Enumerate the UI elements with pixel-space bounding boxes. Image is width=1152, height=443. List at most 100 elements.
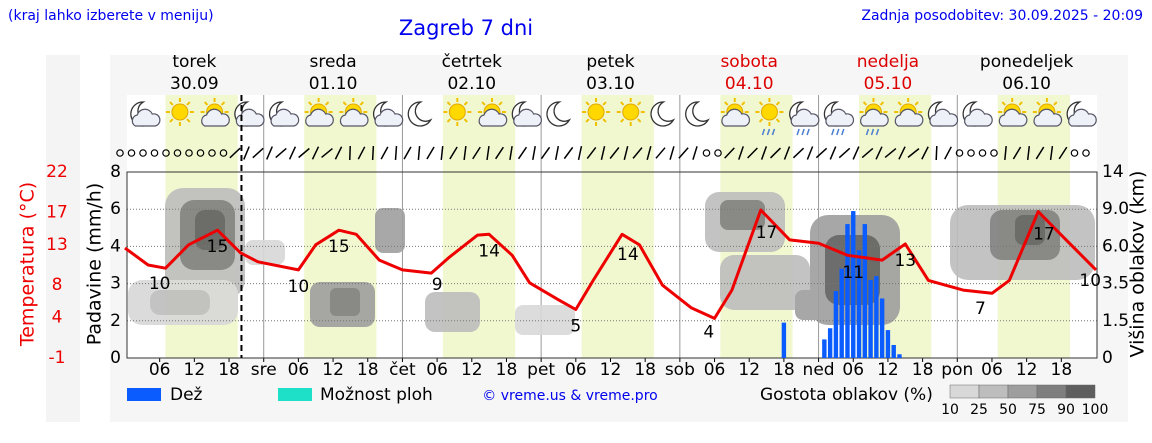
wind-barb <box>334 146 343 160</box>
sun-ray <box>220 101 226 106</box>
wind-barb <box>838 147 851 159</box>
wind-calm <box>116 149 124 157</box>
wind-barb <box>678 147 689 159</box>
x-tick-label: 12 <box>322 360 344 380</box>
sun-ray <box>481 101 486 106</box>
wind-calm <box>1082 149 1090 157</box>
rain-drop <box>806 128 810 136</box>
wind-calm <box>173 149 182 157</box>
wind-calm <box>196 149 205 157</box>
temperature-label: 4 <box>703 323 714 343</box>
sun-ray <box>308 101 313 106</box>
rain-bar <box>833 291 839 358</box>
daylight-band <box>581 95 654 358</box>
cloud-icon <box>790 108 820 127</box>
sun-ray <box>359 101 364 106</box>
cloud-icon <box>339 108 369 127</box>
y-tick-label: 8 <box>110 162 121 182</box>
x-tick-label: 18 <box>496 360 518 380</box>
wind-row <box>116 145 1090 161</box>
cloud-legend-label: 90 <box>1057 402 1075 418</box>
wind-barb <box>861 147 874 159</box>
sun-ray <box>186 101 191 106</box>
wind-barb <box>935 145 938 161</box>
x-tick-label: sob <box>665 360 695 380</box>
x-tick-label: 06 <box>426 360 448 380</box>
y2-tick-label: 6.0 <box>1102 236 1129 256</box>
y-tick-label: 2 <box>110 311 121 331</box>
cloud-icon <box>1068 108 1097 127</box>
temperature-label: 15 <box>207 237 229 257</box>
y2-tick-label: 0 <box>1102 348 1113 368</box>
sun-ray <box>775 101 781 106</box>
x-tick-label: 12 <box>184 360 206 380</box>
legend-label: Možnost ploh <box>320 385 433 405</box>
sun-ray <box>463 101 468 106</box>
day-date: 03.10 <box>586 74 635 94</box>
rain-bar <box>845 224 850 358</box>
day-date: 05.10 <box>864 74 913 94</box>
wind-barb <box>1026 145 1031 161</box>
wind-calm <box>702 149 711 157</box>
wind-barb <box>769 147 782 159</box>
cloud-legend-box <box>1007 384 1038 399</box>
sun-ray <box>169 118 174 123</box>
y2-tick-label: 14 <box>1102 162 1124 182</box>
plot-frame <box>126 171 1098 359</box>
cloud-icon <box>1033 108 1063 127</box>
cloud-height-axis-title: Višina oblakov (km) <box>1127 171 1149 358</box>
sun-ray <box>1053 101 1058 106</box>
temp-tick-label: 13 <box>46 235 68 255</box>
cloud-legend-box <box>1065 384 1096 399</box>
wind-barb <box>417 145 421 161</box>
temp-tick-label: -1 <box>49 348 66 368</box>
sun-ray <box>342 101 347 106</box>
rain-bar <box>839 268 844 358</box>
wind-barb <box>806 146 814 160</box>
sun-ray <box>637 101 642 106</box>
wind-calm <box>185 149 193 157</box>
rain-drop <box>766 128 771 136</box>
sun-ray <box>1001 101 1006 106</box>
wind-barb <box>623 146 629 160</box>
wind-barb <box>554 145 560 161</box>
wind-barb <box>243 146 250 160</box>
wind-barb <box>1012 146 1022 160</box>
temperature-label: 9 <box>432 275 443 295</box>
sun-ray <box>446 101 451 106</box>
y-tick-label: 6 <box>110 199 121 219</box>
legend-swatch <box>127 388 161 401</box>
wind-barb <box>577 145 583 161</box>
y-tick-label: 0 <box>110 348 121 368</box>
sun-ray <box>602 101 607 106</box>
cloud-legend-label: 10 <box>941 402 959 418</box>
legend-swatch <box>278 388 312 401</box>
x-tick-label: pon <box>941 360 973 380</box>
temperature-line <box>124 208 1098 320</box>
rain-bar <box>891 344 896 358</box>
sun-icon <box>587 103 605 121</box>
sun-ray <box>585 101 590 106</box>
wind-calm <box>208 149 216 157</box>
sun-ray <box>203 101 209 106</box>
x-tick-label: 18 <box>357 360 379 380</box>
sun-icon <box>760 103 778 121</box>
wind-barb <box>403 146 412 160</box>
rain-drop <box>771 128 776 136</box>
cloud-icon <box>305 108 334 127</box>
temp-tick-label: 8 <box>52 275 63 295</box>
rain-drop <box>761 128 766 136</box>
sun-ray <box>585 118 590 123</box>
sun-ray <box>498 101 503 106</box>
wind-calm <box>967 149 975 157</box>
day-date: 06.10 <box>1002 74 1051 94</box>
wind-barb <box>921 146 929 160</box>
wind-barb <box>875 146 883 160</box>
wind-calm <box>219 149 228 157</box>
temperature-label: 10 <box>149 274 171 294</box>
cloud-legend-box <box>1036 384 1067 399</box>
wind-barb <box>357 146 366 160</box>
legend-label: Dež <box>170 385 203 405</box>
y-tick-label: 3 <box>110 274 121 294</box>
temperature-label: 10 <box>1079 271 1101 291</box>
